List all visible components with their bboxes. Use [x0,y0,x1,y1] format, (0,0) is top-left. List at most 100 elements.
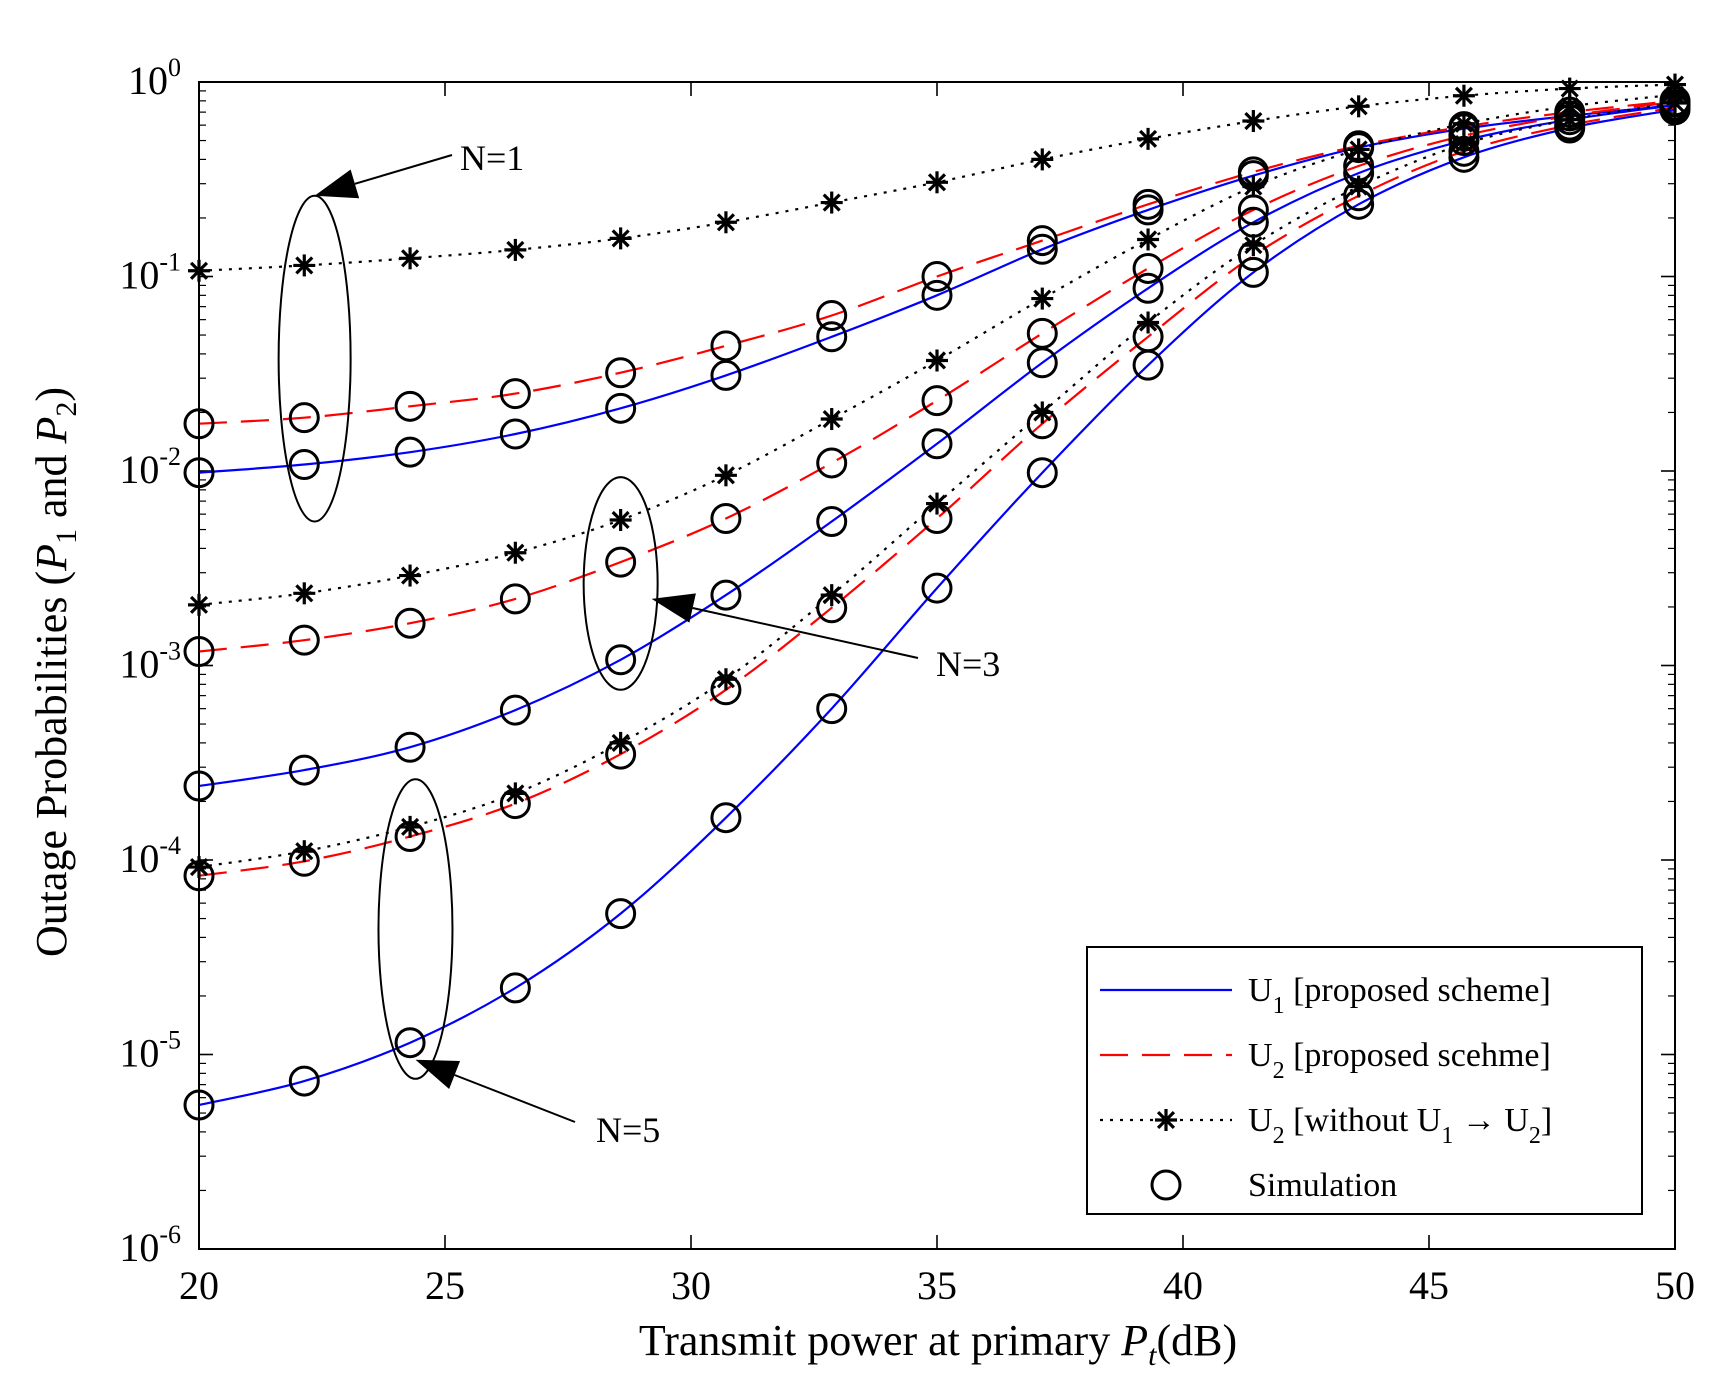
star-point [714,211,737,234]
star-point [293,582,316,605]
star-point [609,731,632,754]
sim-point [394,390,426,422]
series-line-8 [198,101,1676,869]
annotation-arrow-shaft [692,607,919,659]
star-point [1031,401,1054,424]
sim-point [921,385,953,417]
annotation-label: N=3 [936,644,1000,684]
sim-point [1026,233,1058,265]
sim-point [499,418,531,450]
star-point [293,254,316,277]
sim-point [816,300,848,332]
sim-point [605,546,637,578]
sim-point [1132,252,1164,284]
star-point [926,171,948,194]
star-point [1452,132,1475,155]
star-point [399,815,422,838]
star-point [820,584,843,607]
star-point [1242,110,1265,133]
legend-label-u2-proposed: U2 [proposed scehme] [1248,1037,1551,1084]
star-point [714,464,737,487]
star-point [1031,148,1054,171]
sim-point [605,392,637,424]
sim-point [921,279,953,311]
y-tick-label: 10-3 [119,637,181,687]
x-tick-label: 30 [671,1263,711,1308]
sim-point [288,448,320,480]
x-tick-label: 25 [425,1263,465,1308]
y-axis-title: Outage Probabilities (P1 and P2) [27,387,83,957]
sim-point [499,694,531,726]
y-tick-label: 10-1 [119,248,181,298]
sim-point [499,378,531,410]
star-point [1347,175,1370,198]
star-point [609,508,632,531]
sim-point [710,330,742,362]
annotation-label: N=1 [460,138,524,178]
star-point [1452,84,1475,107]
series-line-0 [198,104,1676,474]
x-tick-label: 35 [917,1263,957,1308]
sim-point [394,731,426,763]
sim-point [1026,317,1058,349]
legend-label-u2-without: U2 [without U1 → U2] [1248,1102,1552,1149]
sim-point [605,357,637,389]
annotation-arrow-head [651,593,696,623]
x-tick-label: 50 [1655,1263,1695,1308]
legend-entry-u2-without: U2 [without U1 → U2] [1100,1102,1552,1149]
sim-point [1132,272,1164,304]
y-tick-label: 10-2 [119,442,181,492]
sim-point [288,1065,320,1097]
star-point [399,247,422,270]
y-tick-label: 10-5 [119,1026,181,1076]
star-point [609,227,632,250]
sim-point [394,607,426,639]
legend-circle-marker [1150,1169,1182,1201]
annotation-ellipse [277,194,352,523]
star-point [1242,234,1265,257]
annotation-ellipse [582,476,659,691]
sim-point [710,802,742,834]
legend-label-simulation: Simulation [1248,1167,1397,1204]
series-line-1 [198,99,1676,425]
legend-label-u1-proposed: U1 [proposed scheme] [1248,972,1551,1019]
sim-point [1026,225,1058,257]
star-point [1347,138,1370,161]
sim-point [816,447,848,479]
star-point [1031,287,1054,310]
series-line-3 [198,104,1676,788]
legend-box [1086,946,1643,1215]
star-point [399,564,422,587]
annotation-arrow-head [314,169,360,199]
star-point [926,349,948,372]
star-point [820,408,843,431]
series-line-6 [198,108,1676,1107]
annotation-arrow-head [415,1059,461,1089]
legend-star-marker [1155,1109,1177,1131]
y-tick-label: 10-6 [119,1220,181,1270]
series-line-5 [198,93,1676,606]
sim-point [605,898,637,930]
annotation-arrow-shaft [454,1074,576,1123]
sim-point [816,693,848,725]
sim-point [816,505,848,537]
sim-point [710,579,742,611]
annotations: N=1 N=3 N=5 [277,138,1000,1150]
sim-point [394,436,426,468]
star-point [504,782,527,805]
star-point [504,541,527,564]
tick-labels: 20 25 30 35 40 45 50 10-6 10-5 10-4 10-3 10-2 10-1 10… [119,53,1695,1308]
sim-point [1026,457,1058,489]
legend: U1 [proposed scheme] U2 [proposed scehme… [1086,946,1643,1215]
star-point [714,668,737,691]
y-tick-label: 100 [128,53,181,103]
y-tick-label: 10-4 [119,831,181,881]
sim-point [1237,256,1269,288]
sim-point [288,624,320,656]
plot-frame [198,81,1676,1250]
star-point [1347,95,1370,118]
x-tick-label: 20 [179,1263,219,1308]
star-point [1452,112,1475,135]
sim-point [605,644,637,676]
star-point [926,492,948,515]
